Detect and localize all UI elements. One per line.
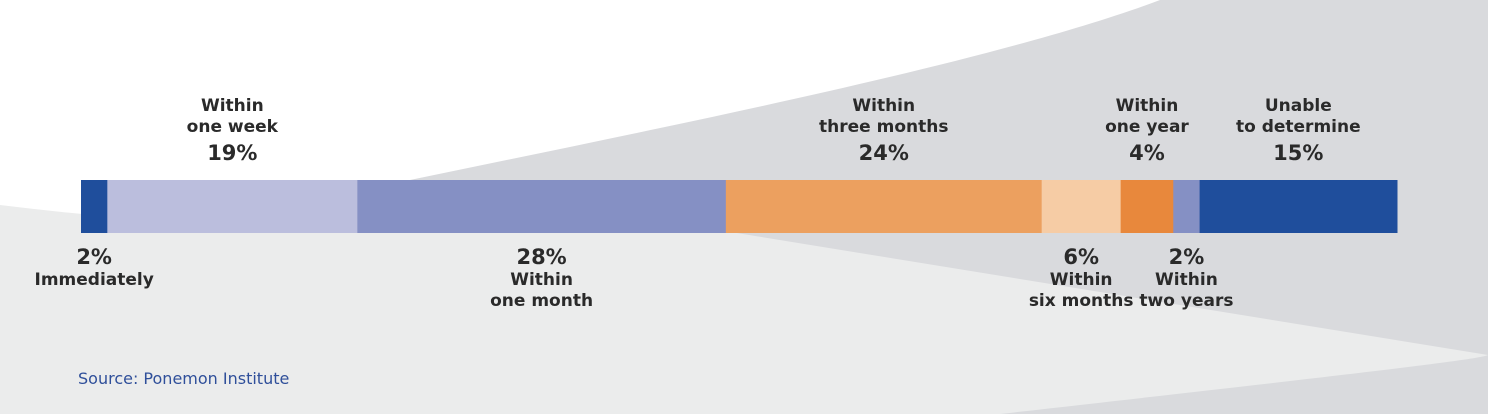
bar-segment-7 <box>1199 180 1398 233</box>
segment-label-4: 6% Within six months <box>1029 244 1134 312</box>
segment-label-2: 28% Within one month <box>490 244 593 312</box>
segment-percent-6: 2% <box>1168 245 1205 269</box>
segment-name-7-line-1: to determine <box>1235 117 1361 137</box>
segment-label-0: 2% Immediately <box>34 244 153 291</box>
segment-percent-2: 28% <box>516 245 567 269</box>
segment-name-7-line-0: Unable <box>1264 96 1332 116</box>
segment-name-2-line-0: Within <box>510 270 573 290</box>
segment-name-3-line-1: three months <box>819 117 949 137</box>
bar-segment-2 <box>357 180 727 233</box>
segment-name-6-line-1: two years <box>1139 291 1234 311</box>
segment-name-5-line-0: Within <box>1115 96 1179 116</box>
segment-label-3: Within three months 24% <box>819 96 948 166</box>
segment-name-4-line-0: Within <box>1049 270 1113 290</box>
segment-name-0-line-0: Immediately <box>34 270 154 290</box>
segment-label-1: Within one week 19% <box>187 96 278 166</box>
segment-percent-7: 15% <box>1273 141 1324 165</box>
segment-name-4-line-1: six months <box>1028 291 1134 311</box>
segment-label-5: Within one year 4% <box>1105 96 1189 166</box>
segment-label-6: 2% Within two years <box>1139 244 1233 312</box>
segment-percent-4: 6% <box>1063 245 1099 269</box>
segment-percent-5: 4% <box>1129 141 1165 165</box>
bar-segment-0 <box>81 180 108 233</box>
segment-percent-1: 19% <box>207 141 258 165</box>
bar-segment-3 <box>725 180 1043 233</box>
segment-name-1-line-1: one week <box>186 117 278 137</box>
segment-name-1-line-0: Within <box>200 96 264 116</box>
bar-segment-6 <box>1173 180 1201 233</box>
bar-segment-4 <box>1041 180 1122 233</box>
segment-percent-0: 2% <box>76 245 112 269</box>
bar-segment-1 <box>107 180 358 233</box>
segment-name-6-line-0: Within <box>1155 270 1218 290</box>
bar-segment-5 <box>1120 180 1174 233</box>
segment-name-3-line-0: Within <box>852 96 916 116</box>
source-note: Source: Ponemon Institute <box>78 369 290 388</box>
segment-label-7: Unable to determine 15% <box>1236 96 1361 166</box>
segment-name-5-line-1: one year <box>1105 117 1189 137</box>
segment-percent-3: 24% <box>858 141 909 165</box>
segment-name-2-line-1: one month <box>490 291 594 311</box>
